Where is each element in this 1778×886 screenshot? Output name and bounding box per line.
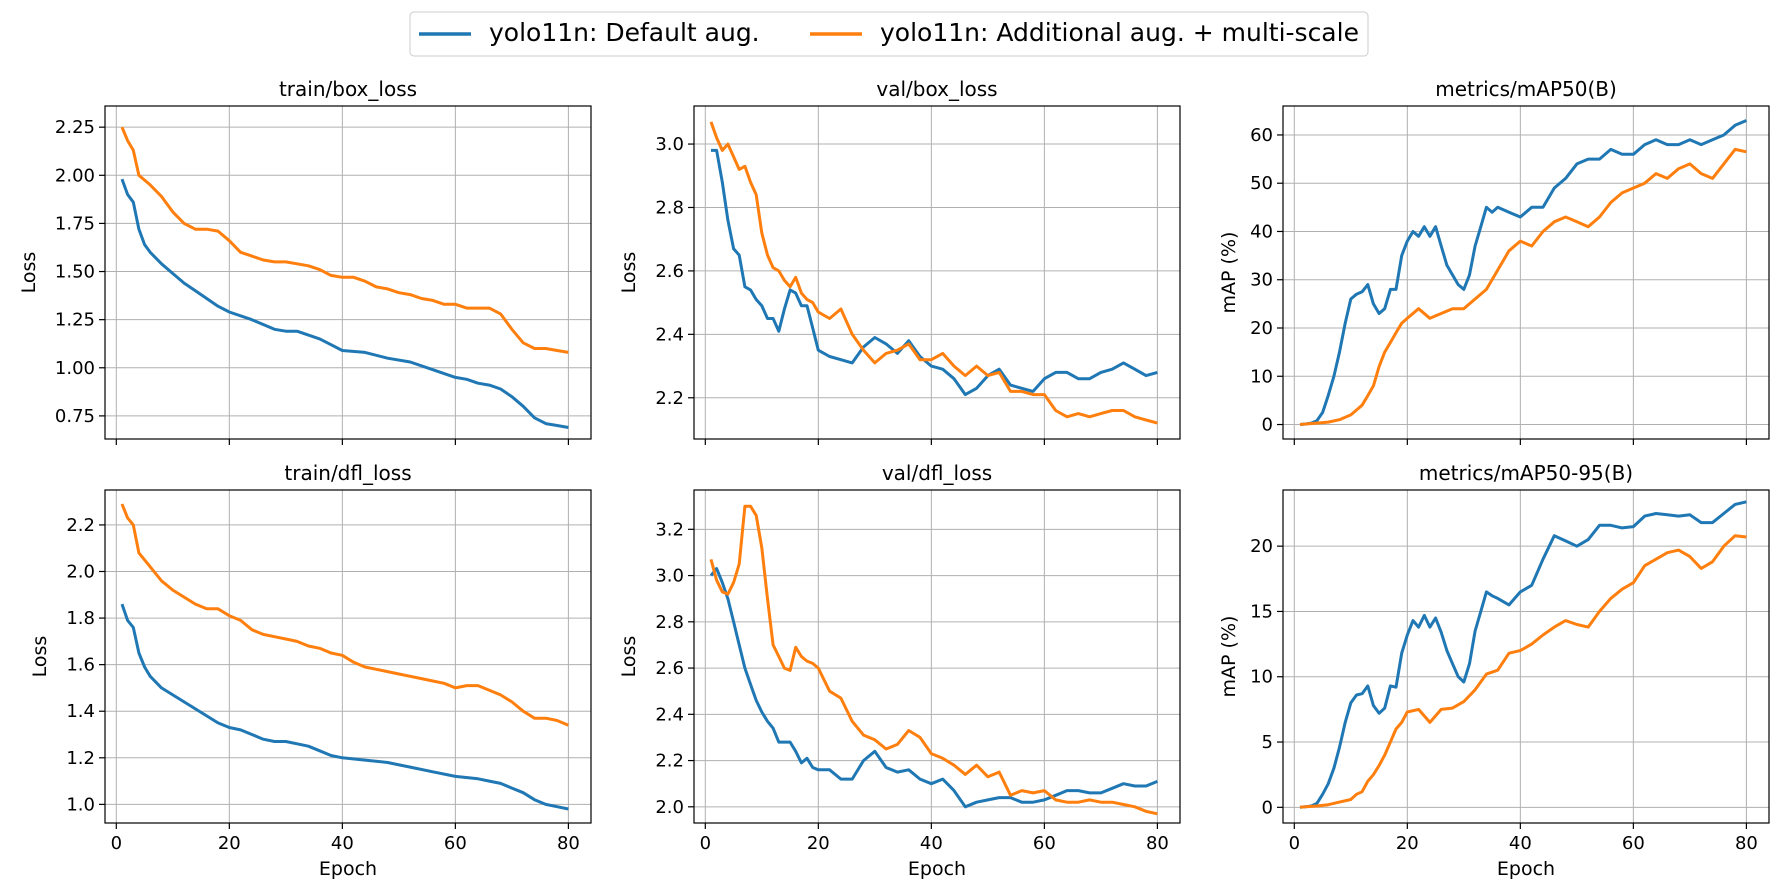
subplots: 0.751.001.251.501.752.002.25train/box_lo… — [18, 77, 1770, 880]
y-tick-label: 3.0 — [655, 134, 684, 155]
series-line — [120, 603, 569, 811]
y-axis-label: Loss — [18, 252, 40, 294]
subplot-title: val/dfl_loss — [882, 461, 992, 485]
y-tick-label: 2.2 — [66, 515, 95, 536]
y-tick-label: 2.8 — [655, 612, 684, 633]
y-tick-label: 0.75 — [55, 406, 95, 427]
x-tick-label: 80 — [1735, 833, 1758, 854]
x-tick-label: 80 — [557, 833, 580, 854]
legend-label-additional: yolo11n: Additional aug. + multi-scale — [880, 18, 1359, 47]
series-line — [1299, 119, 1747, 426]
x-tick-label: 60 — [444, 833, 467, 854]
x-tick-label: 60 — [1033, 833, 1056, 854]
y-tick-label: 20 — [1250, 318, 1273, 339]
y-axis-label: Loss — [618, 636, 640, 678]
y-tick-label: 1.00 — [55, 358, 95, 379]
subplot-title: train/box_loss — [279, 77, 417, 101]
series-line — [709, 504, 1158, 816]
series-line — [120, 126, 569, 354]
y-tick-label: 1.6 — [66, 655, 95, 676]
axes-frame — [693, 105, 1181, 440]
y-tick-label: 5 — [1262, 732, 1273, 753]
y-tick-label: 2.25 — [55, 117, 95, 138]
x-tick-label: 0 — [1289, 833, 1300, 854]
y-tick-label: 2.4 — [655, 324, 684, 345]
y-tick-label: 2.0 — [66, 562, 95, 583]
y-axis-label: mAP (%) — [1218, 232, 1240, 314]
legend-frame — [409, 11, 1369, 57]
y-tick-label: 2.6 — [655, 658, 684, 679]
subplot-title: train/dfl_loss — [284, 461, 411, 485]
y-tick-label: 1.0 — [66, 794, 95, 815]
axes-frame — [693, 489, 1181, 824]
y-tick-label: 60 — [1250, 125, 1273, 146]
subplot: 2.2 2.4 2.6 2.8 3.0 val/box_loss Loss — [618, 77, 1181, 445]
y-axis-label: Loss — [618, 252, 640, 294]
x-tick-label: 60 — [1622, 833, 1645, 854]
x-axis-label: Epoch — [908, 858, 966, 880]
series-line — [1299, 534, 1747, 809]
subplot-title: metrics/mAP50-95(B) — [1419, 461, 1633, 485]
x-tick-label: 40 — [920, 833, 943, 854]
x-tick-label: 0 — [111, 833, 122, 854]
y-tick-label: 40 — [1250, 221, 1273, 242]
y-tick-label: 20 — [1250, 536, 1273, 557]
y-tick-label: 10 — [1250, 366, 1273, 387]
subplot-title: metrics/mAP50(B) — [1435, 77, 1617, 101]
axes-frame — [104, 489, 592, 824]
x-tick-label: 0 — [700, 833, 711, 854]
x-tick-label: 20 — [807, 833, 830, 854]
x-tick-label: 20 — [1396, 833, 1419, 854]
y-tick-label: 2.00 — [55, 165, 95, 186]
y-axis-label: Loss — [29, 636, 51, 678]
y-tick-label: 2.2 — [655, 751, 684, 772]
axes-frame — [1282, 105, 1770, 440]
y-tick-label: 1.2 — [66, 748, 95, 769]
legend-label-default: yolo11n: Default aug. — [489, 18, 760, 47]
y-tick-label: 2.4 — [655, 704, 684, 725]
series-line — [1299, 147, 1747, 426]
y-tick-label: 0 — [1262, 415, 1273, 436]
series-line — [711, 148, 1158, 397]
y-tick-label: 15 — [1250, 601, 1273, 622]
x-tick-label: 20 — [218, 833, 241, 854]
y-tick-label: 3.0 — [655, 566, 684, 587]
y-tick-label: 1.75 — [55, 213, 95, 234]
y-tick-label: 2.8 — [655, 197, 684, 218]
subplot-title: val/box_loss — [876, 77, 997, 101]
subplot: 0.75 1.00 1.25 1.50 1.75 2.00 2.25 train/box_lo… — [18, 77, 592, 445]
x-axis-label: Epoch — [319, 858, 377, 880]
y-tick-label: 3.2 — [655, 519, 684, 540]
y-tick-label: 2.6 — [655, 261, 684, 282]
series-line — [120, 178, 569, 429]
y-tick-label: 1.4 — [66, 701, 95, 722]
y-tick-label: 0 — [1262, 797, 1273, 818]
series-line — [120, 503, 569, 727]
axes-frame — [104, 105, 592, 440]
y-tick-label: 30 — [1250, 270, 1273, 291]
y-axis-label: mAP (%) — [1218, 616, 1240, 698]
legend: yolo11n: Default aug. yolo11n: Additiona… — [409, 11, 1369, 57]
series-line — [709, 121, 1158, 425]
y-tick-label: 2.0 — [655, 797, 684, 818]
x-tick-label: 80 — [1146, 833, 1169, 854]
subplot: 0 20 40 60 80 2.0 2.2 2.4 2.6 2.8 3.0 3.2 val/dfl_lo… — [618, 461, 1181, 880]
subplot: 0 20 40 60 80 0 5 10 15 20 metrics/mAP50-95(B) Epoc… — [1218, 461, 1770, 880]
y-tick-label: 1.25 — [55, 310, 95, 331]
y-tick-label: 50 — [1250, 173, 1273, 194]
series-line — [709, 567, 1158, 809]
subplot: 0 20 40 60 80 1.0 1.2 1.4 1.6 1.8 2.0 2.2 train/dfl_… — [29, 461, 592, 880]
axes-frame — [1282, 489, 1770, 824]
subplot: 0 10 20 30 40 50 60 metrics/mAP50(B) mAP (%) — [1218, 77, 1770, 445]
x-tick-label: 40 — [1509, 833, 1532, 854]
series-line — [1299, 500, 1747, 809]
x-tick-label: 40 — [331, 833, 354, 854]
y-tick-label: 1.50 — [55, 262, 95, 283]
y-tick-label: 10 — [1250, 667, 1273, 688]
y-tick-label: 2.2 — [655, 388, 684, 409]
x-axis-label: Epoch — [1497, 858, 1555, 880]
y-tick-label: 1.8 — [66, 608, 95, 629]
